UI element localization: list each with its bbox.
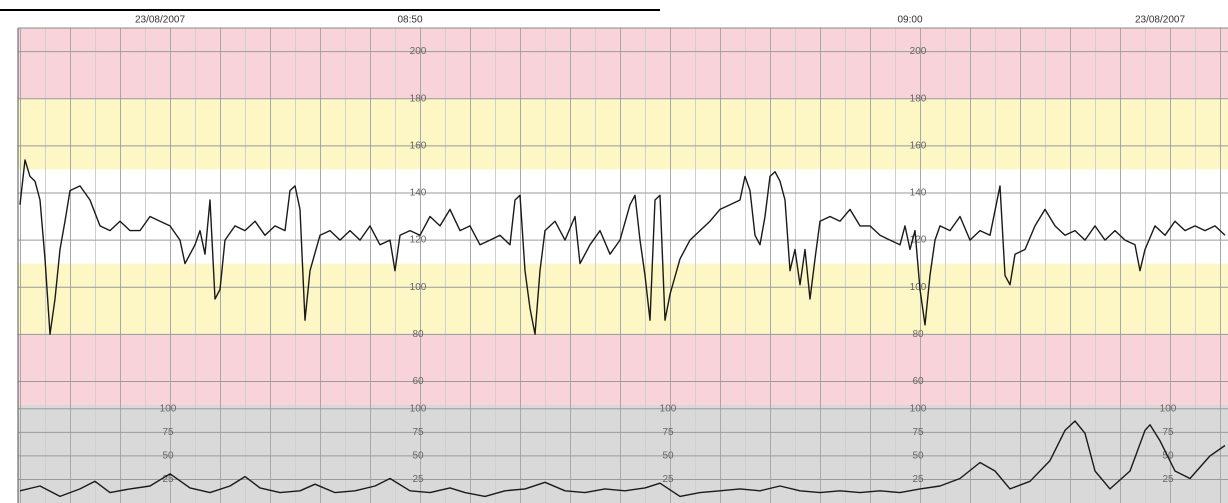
- y-tick-label: 140: [910, 188, 927, 199]
- trace-line: [19, 159, 1226, 335]
- y-tick-label: 60: [912, 376, 924, 387]
- y-tick-label: 100: [160, 403, 177, 414]
- x-tick-label: 23/08/2007: [135, 15, 185, 26]
- trace-line: [19, 420, 1226, 498]
- y-tick-label: 60: [412, 376, 424, 387]
- x-tick-label: 23/08/2007: [1135, 15, 1185, 26]
- y-tick-label: 80: [912, 329, 924, 340]
- x-tick-label: 09:00: [897, 15, 922, 26]
- y-tick-label: 75: [162, 427, 174, 438]
- y-tick-label: 75: [662, 427, 674, 438]
- y-tick-label: 100: [410, 403, 427, 414]
- y-tick-label: 75: [1162, 427, 1174, 438]
- y-tick-label: 180: [910, 93, 927, 104]
- y-tick-label: 50: [162, 451, 174, 462]
- y-tick-label: 80: [412, 329, 424, 340]
- y-tick-label: 25: [912, 474, 924, 485]
- y-tick-label: 120: [410, 235, 427, 246]
- y-tick-label: 50: [912, 451, 924, 462]
- y-tick-label: 25: [412, 474, 424, 485]
- time-grid: [18, 28, 1228, 503]
- x-tick-label: 08:50: [397, 15, 422, 26]
- y-tick-label: 100: [410, 282, 427, 293]
- y-tick-label: 160: [410, 140, 427, 151]
- y-tick-label: 50: [662, 451, 674, 462]
- y-tick-label: 160: [910, 140, 927, 151]
- y-tick-label: 25: [662, 474, 674, 485]
- y-tick-label: 100: [910, 403, 927, 414]
- y-tick-label: 75: [912, 427, 924, 438]
- y-tick-label: 120: [910, 235, 927, 246]
- y-tick-label: 100: [1160, 403, 1177, 414]
- y-tick-label: 25: [162, 474, 174, 485]
- y-tick-label: 200: [410, 46, 427, 57]
- y-tick-label: 140: [410, 188, 427, 199]
- y-tick-label: 100: [910, 282, 927, 293]
- y-tick-label: 75: [412, 427, 424, 438]
- y-tick-label: 200: [910, 46, 927, 57]
- y-tick-label: 180: [410, 93, 427, 104]
- y-tick-label: 100: [660, 403, 677, 414]
- foreground-layer: 60 60 80 80 100 100 120 120 140 140 160 160 180 180 20…: [18, 15, 1228, 498]
- y-tick-label: 50: [412, 451, 424, 462]
- y-tick-label: 25: [1162, 474, 1174, 485]
